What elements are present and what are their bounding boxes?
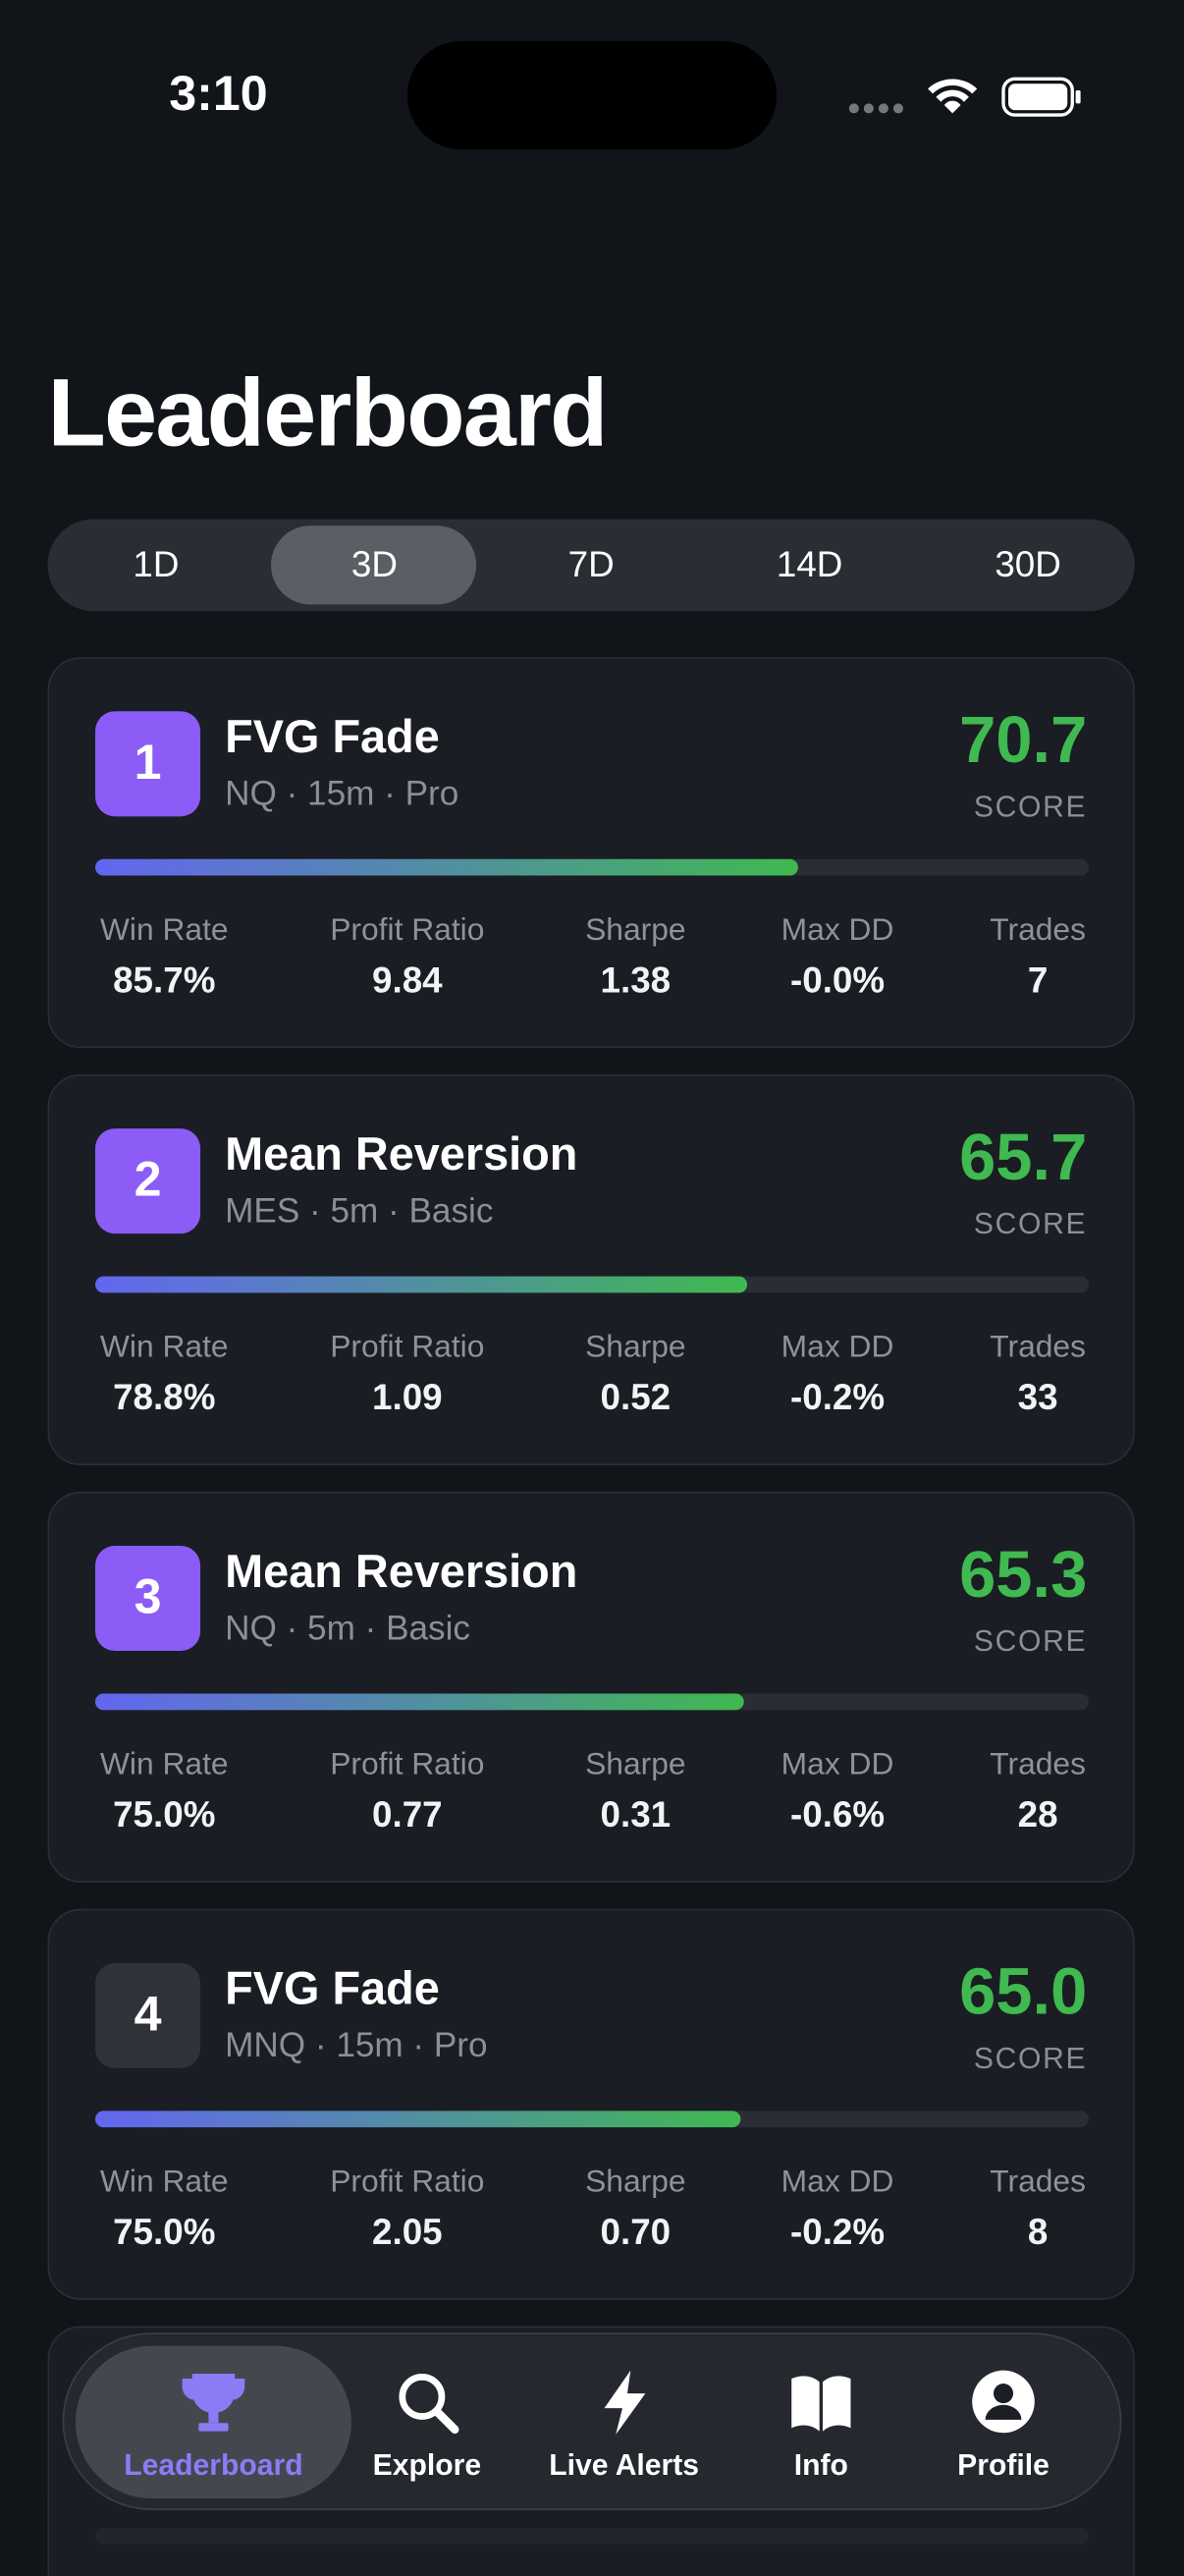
- nav-icon: [972, 2370, 1035, 2434]
- tab[interactable]: 1D: [133, 543, 180, 585]
- tab[interactable]: 3D: [350, 543, 398, 585]
- stat-label: Win Rate: [99, 1747, 229, 1782]
- rank-badge: 1: [95, 711, 201, 817]
- stat-value: 75.0%: [113, 1793, 216, 1836]
- tab-navigation: Leaderboard Explore Live Alerts Info Profile: [62, 2332, 1122, 2510]
- strategy-card[interactable]: 2 Mean Reversion MES · 5m · Basic 65.7 SCORE…: [47, 1073, 1135, 1466]
- stat-value: 85.7%: [113, 959, 216, 1001]
- stat-label: Max DD: [780, 913, 894, 949]
- stat-label: Profit Ratio: [330, 2165, 485, 2200]
- score-track: [95, 1693, 1089, 1711]
- rank-badge: 3: [95, 1545, 201, 1652]
- stat-value: 0.70: [600, 2211, 672, 2253]
- strategy-card[interactable]: 4 FVG Fade MNQ · 15m · Pro 65.0 SCORE Win Rat…: [47, 1908, 1135, 2300]
- stat-label: Sharpe: [585, 2165, 686, 2200]
- score-label: SCORE: [973, 1207, 1088, 1240]
- stat-value: -0.0%: [789, 959, 886, 1001]
- stat-label: Win Rate: [99, 2165, 229, 2200]
- score-label: SCORE: [973, 2042, 1088, 2075]
- stat-value: 9.84: [372, 959, 443, 1001]
- strategy-name: Mean Reversion: [225, 1545, 578, 1597]
- nav-item[interactable]: Leaderboard: [124, 2448, 303, 2482]
- stat-value: 7: [1027, 959, 1049, 1001]
- stat-label: Profit Ratio: [330, 1330, 485, 1365]
- strategy-card[interactable]: 1 FVG Fade NQ · 15m · Pro 70.7 SCORE Win Rate…: [47, 657, 1135, 1049]
- stat-label: Win Rate: [99, 1330, 229, 1365]
- stat-value: 1.38: [600, 959, 672, 1001]
- stat-label: Win Rate: [99, 913, 229, 949]
- stat-value: 0.77: [372, 1793, 443, 1836]
- stat-value: -0.2%: [789, 2211, 886, 2253]
- stat-value: 0.52: [600, 1376, 672, 1418]
- score-track: [95, 858, 1089, 876]
- stat-label: Max DD: [780, 1747, 894, 1782]
- tab-bar: 1D 3D 7D 14D 30D: [47, 519, 1135, 612]
- stat-label: Profit Ratio: [330, 913, 485, 949]
- strategy-card[interactable]: 3 Mean Reversion NQ · 5m · Basic 65.3 SCORE W…: [47, 1491, 1135, 1883]
- stat-value: 2.05: [372, 2211, 443, 2253]
- stat-label: Max DD: [780, 1330, 894, 1365]
- score: 65.0: [959, 1956, 1088, 2029]
- stat-value: -0.6%: [789, 1793, 886, 1836]
- nav-icon: [399, 2374, 459, 2435]
- stat-label: Trades: [990, 913, 1087, 949]
- stat-label: Trades: [990, 2165, 1087, 2200]
- rank-badge: 2: [95, 1128, 201, 1234]
- tab[interactable]: 30D: [995, 543, 1061, 585]
- stat-value: 78.8%: [113, 1376, 216, 1418]
- dynamic-island: [406, 40, 778, 150]
- stat-value: 1.09: [372, 1376, 443, 1418]
- tab-selected-bg: [270, 525, 477, 605]
- strategy-meta: NQ · 15m · Pro: [225, 775, 459, 813]
- stat-label: Profit Ratio: [330, 1747, 485, 1782]
- tab[interactable]: 7D: [567, 543, 615, 585]
- nav-icon: [182, 2374, 245, 2432]
- stat-value: -0.2%: [789, 1376, 886, 1418]
- stat-label: Sharpe: [585, 1747, 686, 1782]
- status-icons: [848, 77, 1081, 117]
- score-track: [95, 2110, 1089, 2128]
- score-label: SCORE: [973, 790, 1088, 824]
- score-bar: [95, 2110, 741, 2128]
- stat-value: 8: [1027, 2211, 1049, 2253]
- page-title: Leaderboard: [47, 359, 609, 467]
- stat-label: Trades: [990, 1747, 1087, 1782]
- score-bar: [95, 858, 798, 876]
- stat-value: 28: [1017, 1793, 1058, 1836]
- strategy-meta: NQ · 5m · Basic: [225, 1610, 470, 1648]
- strategy-name: Mean Reversion: [225, 1128, 578, 1179]
- stat-label: Trades: [990, 1330, 1087, 1365]
- strategy-name: FVG Fade: [225, 711, 440, 763]
- stat-label: Sharpe: [585, 1330, 686, 1365]
- stat-value: 0.31: [600, 1793, 672, 1836]
- nav-item[interactable]: Profile: [957, 2448, 1049, 2482]
- nav-icon: [791, 2376, 851, 2432]
- rank-badge: 4: [95, 1962, 201, 2068]
- nav-item[interactable]: Explore: [372, 2448, 482, 2482]
- score-bar: [95, 1276, 748, 1293]
- stat-value: 33: [1017, 1376, 1058, 1418]
- strategy-meta: MES · 5m · Basic: [225, 1192, 494, 1231]
- stat-label: Sharpe: [585, 913, 686, 949]
- score-bar: [95, 1693, 744, 1711]
- score: 70.7: [959, 704, 1088, 778]
- score: 65.7: [959, 1122, 1088, 1195]
- strategy-meta: MNQ · 15m · Pro: [225, 2027, 488, 2065]
- tab[interactable]: 14D: [776, 543, 843, 585]
- track: [95, 2528, 1089, 2545]
- nav-icon: [604, 2370, 646, 2435]
- nav-item[interactable]: Live Alerts: [549, 2448, 700, 2482]
- nav-item[interactable]: Info: [793, 2448, 848, 2482]
- score-label: SCORE: [973, 1624, 1088, 1658]
- score: 65.3: [959, 1539, 1088, 1612]
- score-track: [95, 1276, 1089, 1293]
- strategy-name: FVG Fade: [225, 1962, 440, 2014]
- stat-label: Max DD: [780, 2165, 894, 2200]
- stat-value: 75.0%: [113, 2211, 216, 2253]
- status-time: 3:10: [169, 67, 268, 122]
